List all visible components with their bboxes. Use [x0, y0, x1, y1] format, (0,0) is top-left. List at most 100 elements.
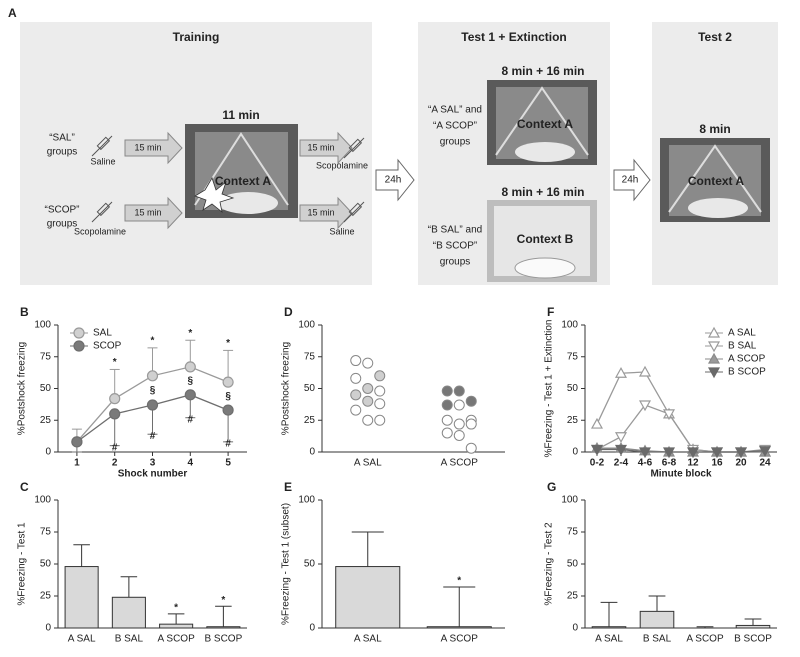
marker	[590, 444, 604, 456]
drug-label: Saline	[90, 156, 115, 166]
legend-label: A SAL	[728, 328, 756, 339]
marker	[614, 367, 628, 378]
bar	[64, 566, 99, 629]
y-tick-label: 50	[304, 383, 316, 394]
group-label: “A SAL” and	[428, 105, 482, 116]
annotation: #	[188, 414, 194, 425]
y-tick-label: 50	[40, 559, 52, 570]
y-tick-label: 100	[34, 495, 51, 506]
point	[453, 399, 465, 411]
point	[374, 414, 386, 426]
panel-label: E	[284, 480, 292, 494]
bar	[159, 623, 194, 629]
y-tick-label: 0	[45, 623, 51, 634]
y-tick-label: 25	[40, 415, 52, 426]
legend-label: A SCOP	[728, 354, 766, 365]
annotation: #	[150, 431, 156, 442]
bar	[735, 624, 771, 629]
group-label: “B SCOP”	[433, 241, 477, 252]
marker	[73, 327, 85, 339]
group-label: groups	[47, 147, 78, 158]
marker	[73, 340, 85, 352]
point	[350, 404, 362, 416]
point	[441, 414, 453, 426]
marker	[146, 370, 159, 382]
x-tick-label: 5	[225, 458, 231, 469]
point	[441, 399, 453, 411]
duration: 11 min	[222, 108, 259, 122]
delay-label: 24h	[622, 175, 639, 186]
legend-label: SAL	[93, 328, 112, 339]
annotation: *	[457, 576, 461, 587]
y-axis-label: %Freezing - Test 1	[17, 522, 28, 606]
marker	[758, 446, 772, 457]
y-tick-label: 50	[40, 383, 52, 394]
chamber	[487, 200, 597, 282]
arrow	[124, 196, 183, 230]
annotation: *	[226, 338, 230, 349]
panel-label: D	[284, 305, 293, 319]
panel-label: B	[20, 305, 29, 319]
group-label: “SAL”	[49, 133, 75, 144]
context-label: Context B	[517, 232, 574, 246]
point	[362, 383, 374, 394]
y-axis-label: %Freezing - Test 1 + Extinction	[544, 320, 555, 458]
test2-title: Test 2	[698, 30, 732, 44]
y-tick-label: 100	[561, 320, 578, 331]
annotation: §	[225, 391, 231, 402]
point	[453, 385, 465, 397]
annotation: §	[150, 385, 156, 396]
y-axis-label: %Freezing - Test 1 (subset)	[281, 503, 292, 625]
x-tick-label: 2-4	[614, 458, 629, 469]
x-tick-label: 4	[188, 458, 194, 469]
x-axis-label: Minute block	[650, 469, 712, 480]
legend-label: B SCOP	[728, 367, 766, 378]
point	[374, 398, 386, 410]
marker	[184, 361, 196, 373]
context-label: Context A	[688, 174, 745, 188]
y-tick-label: 0	[45, 447, 51, 458]
annotation: *	[174, 603, 178, 614]
x-tick-label: 12	[687, 458, 699, 469]
x-tick-label: B SAL	[643, 634, 672, 645]
marker	[734, 447, 748, 459]
panel-label: F	[547, 305, 554, 319]
marker	[686, 447, 700, 459]
delay-label: 15 min	[307, 207, 334, 217]
context-label: Context A	[517, 117, 574, 131]
group-label: “A SCOP”	[433, 121, 477, 132]
marker	[222, 404, 234, 416]
marker	[590, 417, 604, 429]
annotation: *	[113, 357, 117, 368]
x-tick-label: 6-8	[662, 458, 677, 469]
drug-label: Scopolamine	[316, 160, 368, 170]
y-tick-label: 25	[40, 591, 52, 602]
point	[441, 427, 453, 439]
marker	[707, 341, 721, 353]
marker	[707, 352, 721, 364]
x-tick-label: 2	[112, 458, 118, 469]
point	[350, 389, 362, 401]
x-tick-label: 3	[150, 458, 156, 469]
marker	[614, 432, 628, 443]
x-tick-label: A SAL	[595, 634, 623, 645]
x-tick-label: B SAL	[115, 634, 144, 645]
x-tick-label: 4-6	[638, 458, 653, 469]
x-tick-label: A SCOP	[441, 634, 479, 645]
group-label: “SCOP”	[45, 205, 80, 216]
arrow	[299, 131, 353, 165]
duration: 8 min + 16 min	[501, 185, 584, 199]
annotation: *	[221, 595, 225, 606]
panel-label: G	[547, 480, 556, 494]
point	[465, 395, 477, 407]
x-tick-label: A SCOP	[441, 458, 479, 469]
chamber	[660, 138, 770, 222]
point	[465, 418, 477, 430]
point	[350, 372, 362, 384]
delay-label: 15 min	[134, 142, 161, 152]
point	[350, 355, 362, 367]
panel-label: A	[8, 6, 17, 20]
arrow	[124, 131, 183, 165]
x-tick-label: 0-2	[590, 458, 605, 469]
annotation: #	[112, 442, 118, 453]
